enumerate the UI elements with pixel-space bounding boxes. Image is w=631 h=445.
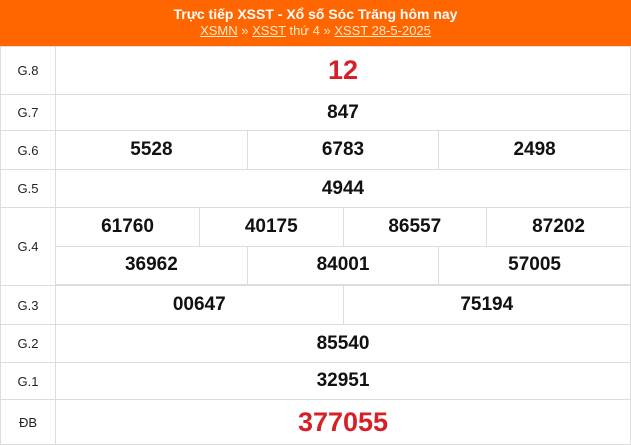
row-g3: G.3 00647 75194 (0, 285, 631, 325)
prize-number: 61760 (56, 208, 200, 247)
row-g6: G.6 5528 6783 2498 (0, 130, 631, 170)
prize-number: 75194 (460, 294, 514, 315)
prize-number: 847 (55, 94, 631, 131)
prize-number: 00647 (56, 286, 344, 324)
row-g5: G.5 4944 (0, 169, 631, 208)
prize-label: G.2 (0, 324, 56, 363)
special-prize-number: 377055 (55, 399, 631, 445)
row-g1: G.1 32951 (0, 362, 631, 400)
prize-label: G.8 (0, 46, 56, 95)
breadcrumb: XSMN » XSST thứ 4 » XSST 28-5-2025 (0, 23, 631, 39)
results-table: G.8 12 G.7 847 G.6 5528 6783 2498 G.5 4944 G.4… (0, 46, 631, 445)
prize-number: 87202 (486, 208, 630, 247)
prize-label: G.6 (0, 130, 56, 170)
link-xsmn[interactable]: XSMN (200, 23, 238, 38)
prize-label: G.5 (0, 169, 56, 208)
prize-number: 57005 (438, 246, 630, 285)
prize-label: G.7 (0, 94, 56, 131)
prize-number: 85540 (55, 324, 631, 363)
prize-label: ĐB (0, 399, 56, 445)
prize-number: 36962 (56, 246, 248, 285)
row-g8: G.8 12 (0, 46, 631, 95)
prize-number: 12 (55, 46, 631, 95)
prize-number: 32951 (55, 362, 631, 400)
header: Trực tiếp XSST - Xổ số Sóc Trăng hôm nay… (0, 0, 631, 46)
prize-label: G.1 (0, 362, 56, 400)
breadcrumb-text: thứ 4 » (285, 23, 335, 38)
prize-label: G.4 (0, 207, 56, 286)
row-g2: G.2 85540 (0, 324, 631, 363)
row-g4: G.4 61760 40175 86557 87202 36962 84001 57005 (0, 207, 631, 286)
link-xsst[interactable]: XSST (252, 23, 286, 38)
prize-number: 6783 (247, 131, 440, 169)
prize-number: 40175 (199, 208, 344, 247)
prize-number: 84001 (247, 246, 440, 285)
row-special: ĐB 377055 (0, 399, 631, 445)
prize-number: 2498 (513, 139, 556, 160)
row-g7: G.7 847 (0, 94, 631, 131)
prize-number: 4944 (55, 169, 631, 208)
link-xsst-date[interactable]: XSST 28-5-2025 (334, 23, 431, 38)
page-title: Trực tiếp XSST - Xổ số Sóc Trăng hôm nay (173, 6, 458, 22)
prize-label: G.3 (0, 285, 56, 325)
prize-number: 86557 (343, 208, 487, 247)
breadcrumb-separator: » (237, 23, 253, 38)
prize-number: 5528 (56, 131, 248, 169)
